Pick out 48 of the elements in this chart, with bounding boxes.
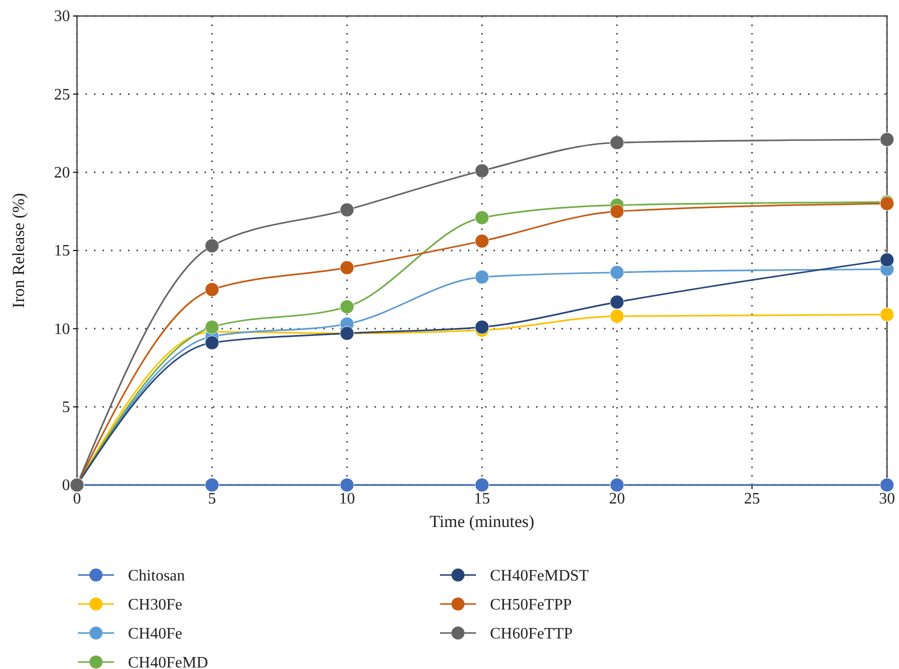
point [204, 320, 220, 334]
point [474, 210, 490, 225]
x-tick-label: 30 [879, 490, 895, 508]
legend-label: Chitosan [128, 568, 185, 585]
point [474, 270, 490, 284]
y-tick-label: 30 [54, 8, 70, 26]
legend-label: CH40FeMD [128, 654, 208, 669]
y-tick-label: 15 [54, 242, 70, 260]
point [880, 132, 894, 147]
point [204, 478, 220, 492]
y-tick-label: 5 [62, 398, 70, 416]
point [474, 234, 490, 248]
point [204, 336, 220, 350]
x-tick-label: 5 [208, 490, 216, 508]
x-tick-label: 0 [73, 490, 81, 508]
point [340, 478, 354, 492]
point [474, 164, 490, 178]
y-tick-label: 20 [54, 164, 70, 182]
legend-label: CH60FeTTP [490, 626, 573, 643]
x-tick-label: 15 [474, 490, 490, 508]
point [340, 202, 354, 217]
point [204, 282, 220, 297]
point [610, 309, 624, 324]
point [610, 478, 624, 492]
legend-label: CH30Fe [128, 596, 182, 614]
y-tick-label: 10 [54, 320, 70, 338]
y-tick-label: 25 [54, 86, 70, 104]
x-tick-label: 25 [744, 490, 760, 508]
x-axis-title: Time (minutes) [430, 512, 534, 531]
legend-label: CH40Fe [128, 626, 182, 643]
point [610, 204, 624, 219]
point [610, 294, 624, 310]
point [474, 320, 490, 334]
point [340, 260, 354, 275]
point [340, 300, 354, 314]
point [610, 135, 624, 150]
y-tick-label: 0 [62, 477, 70, 494]
legend-label: CH40FeMDST [490, 568, 589, 585]
point [474, 478, 490, 492]
x-tick-label: 20 [609, 490, 625, 508]
point [204, 238, 220, 253]
x-tick-label: 10 [339, 490, 355, 508]
point [880, 307, 894, 322]
point [880, 478, 894, 492]
point [610, 265, 624, 280]
y-axis-title: Iron Release (%) [9, 192, 28, 308]
legend-label: CH50FeTPP [490, 596, 572, 614]
point [880, 252, 894, 268]
